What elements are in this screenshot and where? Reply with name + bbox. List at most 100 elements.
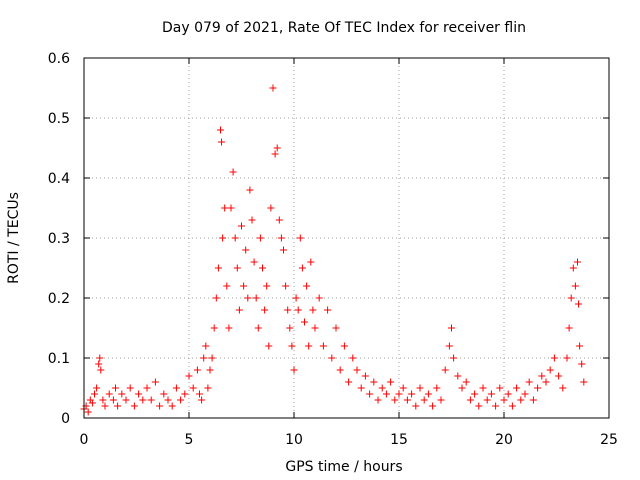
data-point <box>93 384 101 392</box>
data-point <box>200 354 208 362</box>
data-point <box>233 264 241 272</box>
data-point <box>217 126 224 134</box>
data-point <box>97 366 105 374</box>
data-point <box>399 384 407 392</box>
data-point <box>235 306 243 314</box>
data-point <box>458 384 466 392</box>
data-point <box>374 396 382 404</box>
data-point <box>420 396 428 404</box>
data-point <box>437 396 445 404</box>
data-point <box>204 384 212 392</box>
data-point <box>576 342 584 350</box>
data-point <box>534 384 542 392</box>
data-point <box>252 294 260 302</box>
data-point <box>151 378 159 386</box>
data-point <box>229 168 237 176</box>
data-point <box>479 384 487 392</box>
data-point <box>301 318 308 326</box>
data-point <box>353 366 361 374</box>
data-point <box>336 366 344 374</box>
data-point <box>202 342 210 350</box>
data-point <box>466 396 474 404</box>
data-point <box>315 294 323 302</box>
data-point <box>496 384 504 392</box>
data-point <box>307 258 315 266</box>
data-point <box>559 384 567 392</box>
x-tick-label: 0 <box>80 432 89 448</box>
data-point <box>571 282 579 290</box>
data-point <box>529 396 537 404</box>
data-point <box>395 390 403 398</box>
data-point <box>95 360 103 368</box>
x-axis-label: GPS time / hours <box>285 459 402 475</box>
data-point <box>387 378 395 386</box>
data-point <box>450 354 458 362</box>
data-point <box>250 258 258 266</box>
data-point <box>219 234 227 242</box>
y-tick-label: 0.3 <box>48 231 70 247</box>
x-tick-label: 5 <box>185 432 194 448</box>
data-point <box>475 402 483 410</box>
data-point <box>244 294 252 302</box>
data-point <box>273 144 281 152</box>
data-point <box>487 390 495 398</box>
data-point <box>212 294 220 302</box>
data-point <box>271 150 279 158</box>
data-point <box>288 342 296 350</box>
y-tick-label: 0.1 <box>48 351 70 367</box>
data-point <box>269 84 277 92</box>
data-point <box>538 372 546 380</box>
data-point <box>517 396 525 404</box>
data-point <box>227 204 235 212</box>
data-point <box>122 396 130 404</box>
data-point <box>349 354 357 362</box>
data-point <box>143 384 151 392</box>
data-point <box>210 324 218 332</box>
data-point <box>208 354 216 362</box>
data-point <box>391 396 399 404</box>
grid-lines <box>84 58 609 418</box>
data-point <box>282 282 290 290</box>
y-tick-label: 0.6 <box>48 51 70 67</box>
data-point <box>91 390 98 398</box>
data-point <box>569 264 577 272</box>
data-point <box>189 384 197 392</box>
data-point <box>118 390 126 398</box>
data-point <box>259 264 266 272</box>
data-point <box>445 342 453 350</box>
data-point <box>126 384 134 392</box>
y-tick-label: 0.4 <box>48 171 70 187</box>
y-tick-label: 0.2 <box>48 291 70 307</box>
data-point <box>462 378 470 386</box>
data-point <box>370 378 378 386</box>
data-point <box>448 324 455 332</box>
data-point <box>156 402 164 410</box>
data-point <box>114 402 122 410</box>
data-point <box>160 390 168 398</box>
data-point <box>263 282 271 290</box>
data-point <box>429 402 437 410</box>
data-point <box>223 282 231 290</box>
data-point <box>101 402 109 410</box>
data-point <box>294 306 302 314</box>
data-point <box>242 246 250 254</box>
x-tick-label: 20 <box>495 432 513 448</box>
data-point <box>366 390 374 398</box>
data-point <box>521 390 529 398</box>
data-point <box>298 264 306 272</box>
data-points <box>80 84 588 416</box>
data-point <box>574 258 581 266</box>
data-point <box>284 306 292 314</box>
data-point <box>218 138 226 146</box>
axis-ticks <box>83 57 610 419</box>
data-point <box>84 408 92 416</box>
x-tick-labels: 0 5 10 15 20 25 <box>80 432 618 448</box>
data-point <box>265 342 273 350</box>
data-point <box>305 342 313 350</box>
data-point <box>319 342 327 350</box>
data-point <box>185 372 193 380</box>
data-point <box>206 366 214 374</box>
data-point <box>403 396 411 404</box>
data-point <box>286 324 294 332</box>
